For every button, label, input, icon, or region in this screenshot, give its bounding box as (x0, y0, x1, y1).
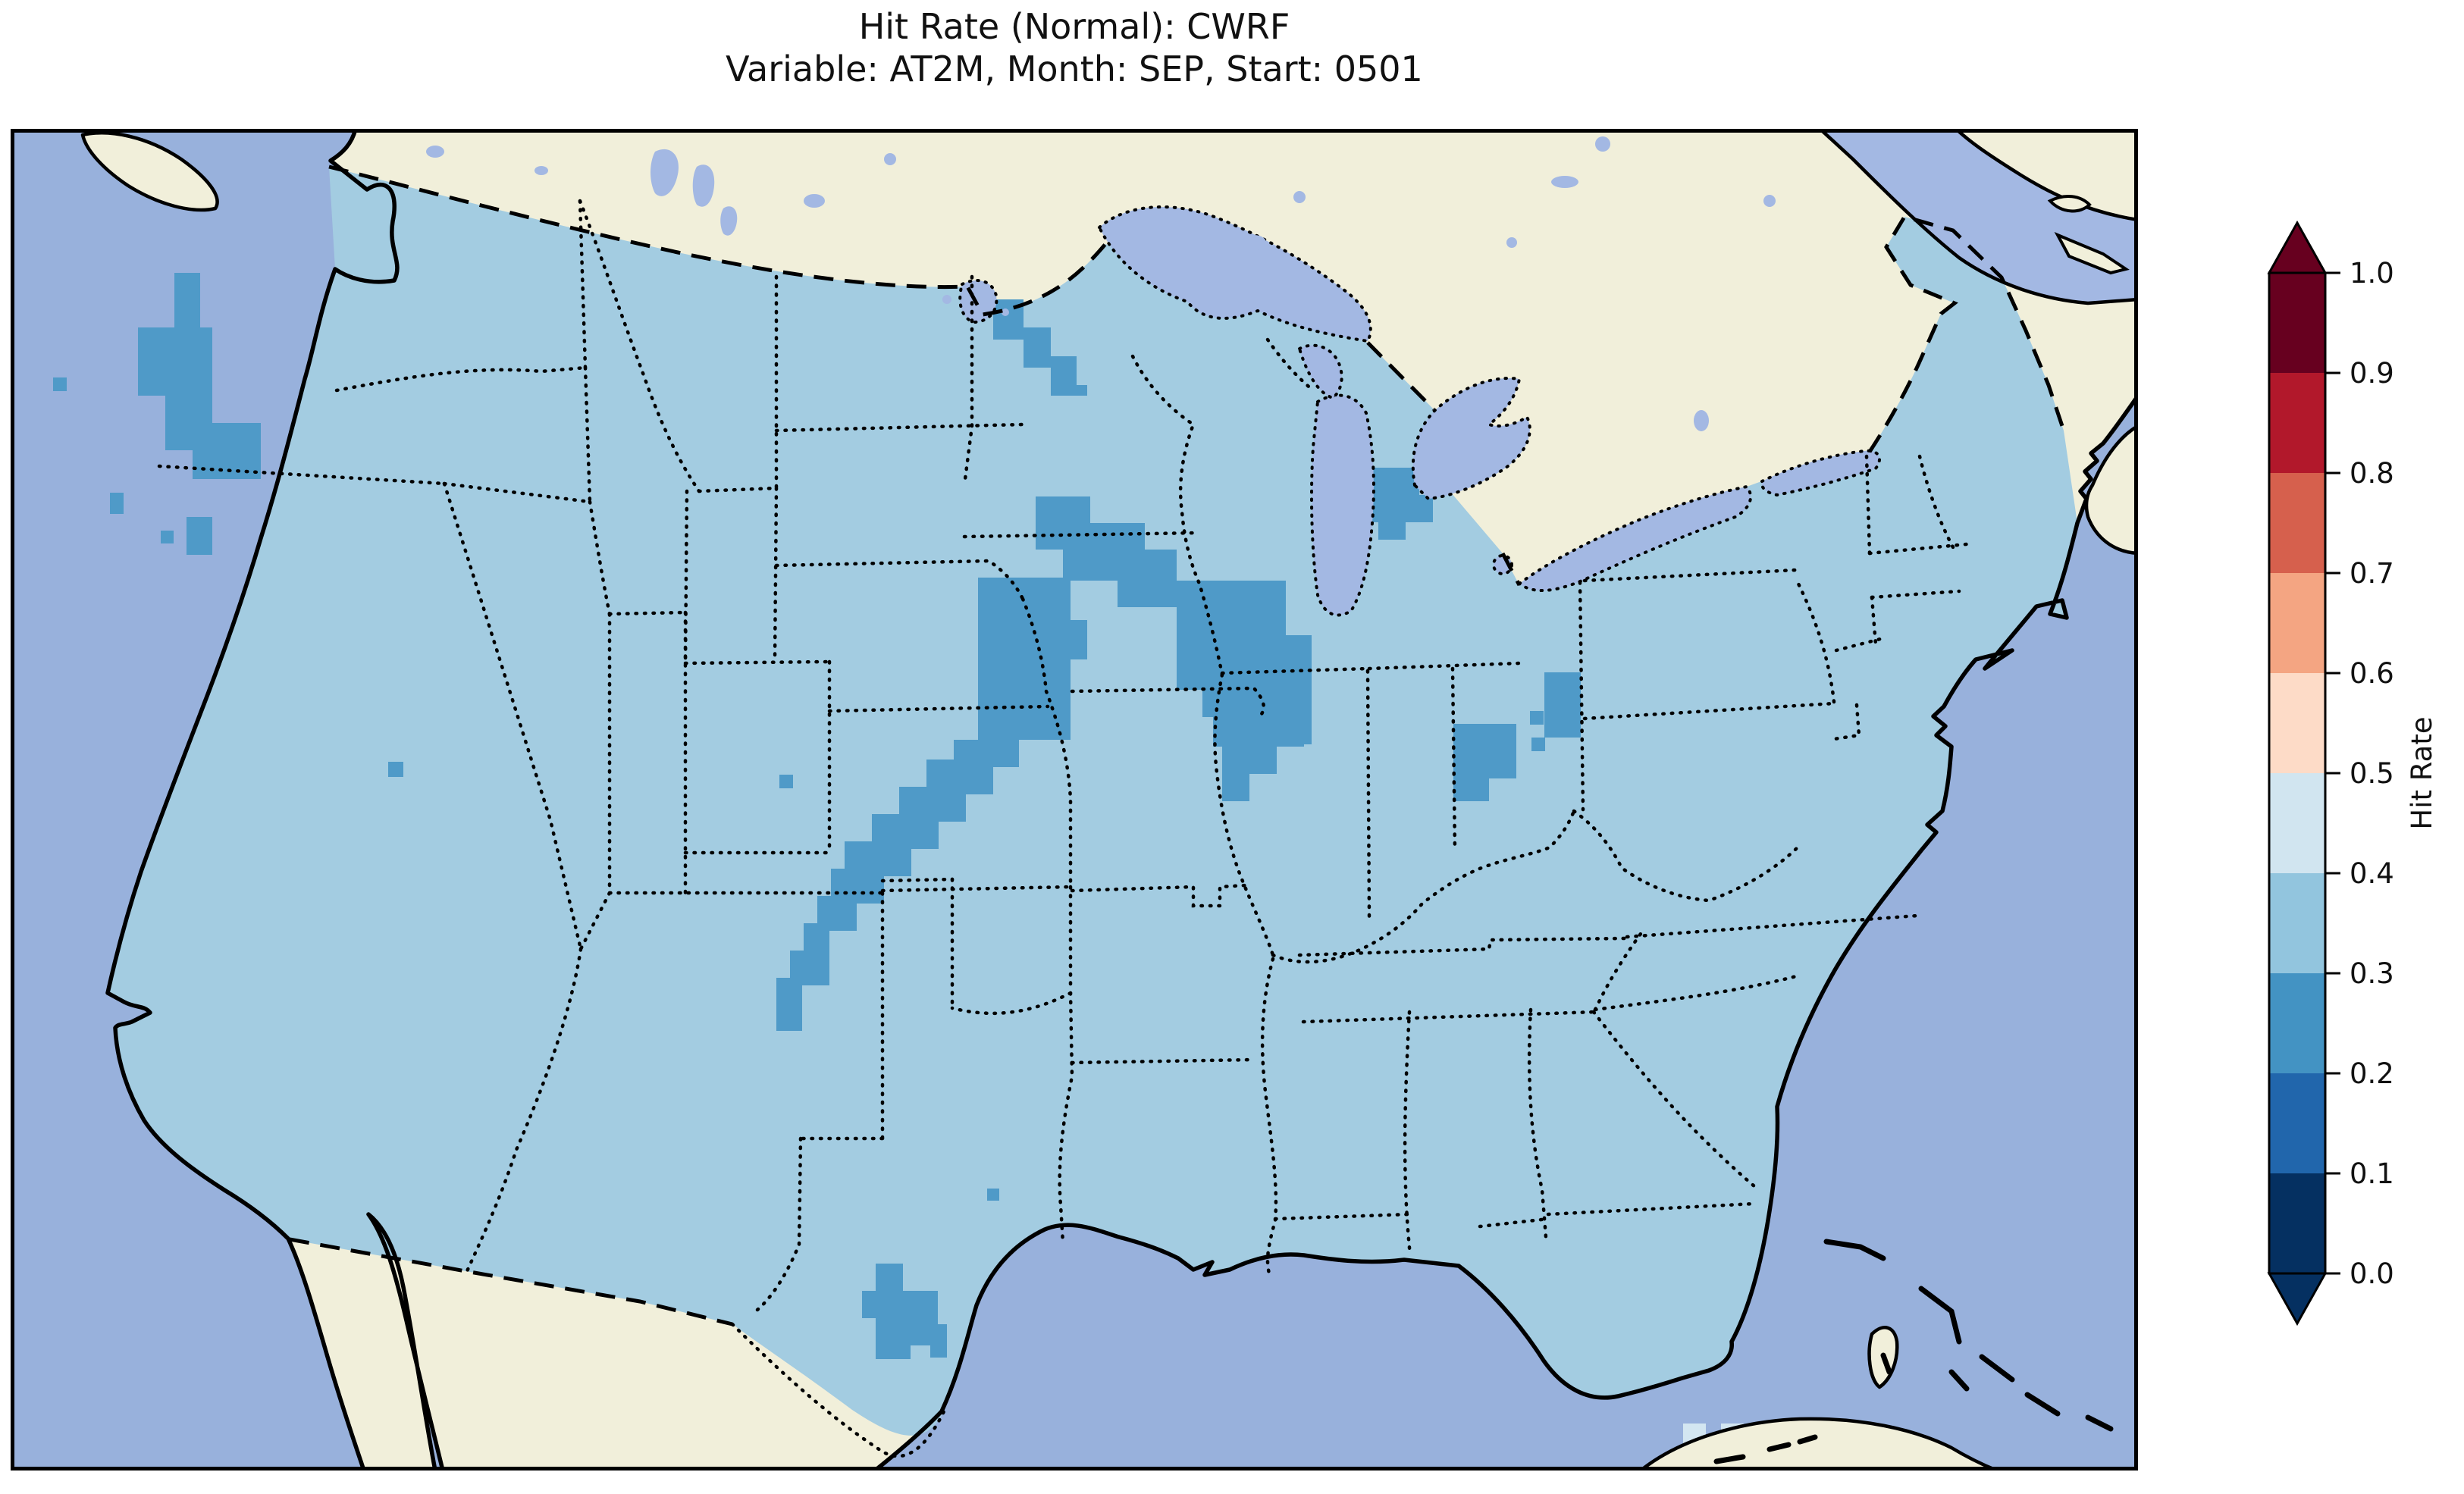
colorbar-tick-label: 0.5 (2350, 757, 2394, 790)
colorbar-bin (2269, 873, 2325, 973)
colorbar-bin (2269, 673, 2325, 773)
colorbar-bin (2269, 473, 2325, 573)
lake-of-the-woods (958, 279, 998, 324)
hit-rate-patch (993, 299, 1087, 396)
hit-rate-patch (1213, 665, 1304, 801)
hit-rate-patch (862, 1189, 999, 1359)
colorbar-tick-label: 0.1 (2350, 1157, 2394, 1190)
hit-rate-patch (53, 377, 67, 391)
green-bay (1297, 343, 1343, 400)
gulf-st-lawrence-islands (2047, 195, 2130, 275)
colorbar-bin (2269, 973, 2325, 1073)
hit-rate-patch (110, 493, 212, 555)
map-frame (11, 129, 2138, 1471)
great-lakes (426, 136, 1900, 617)
lake-superior (1097, 205, 1372, 343)
hit-rate-patch (1453, 724, 1516, 801)
conus-map (11, 129, 2138, 1471)
colorbar-tick-label: 0.3 (2350, 957, 2394, 990)
lake-winnipeg-cluster (650, 149, 738, 236)
colorbar-tick-label: 0.0 (2350, 1258, 2394, 1290)
colorbar-bin (2269, 573, 2325, 673)
colorbar-tick-label: 0.6 (2350, 657, 2394, 690)
hit-rate-patch (776, 578, 1087, 1031)
colorbar-svg: 1.0 0.9 0.8 0.7 0.6 0.5 0.4 0.3 0.2 0.1 0.0 Hit Ra… (2267, 220, 2438, 1326)
colorbar: 1.0 0.9 0.8 0.7 0.6 0.5 0.4 0.3 0.2 0.1 0.0 Hit Ra… (2221, 0, 2464, 1494)
colorbar-bin (2269, 773, 2325, 873)
conus-hit-rate-base-field (108, 167, 2077, 1436)
colorbar-bin (2269, 1073, 2325, 1173)
small-canadian-lakes (426, 136, 1900, 431)
colorbar-segments (2267, 220, 2328, 1326)
lake-huron (1411, 377, 1531, 501)
colorbar-ticks: 1.0 0.9 0.8 0.7 0.6 0.5 0.4 0.3 0.2 0.1 0.0 (2325, 257, 2394, 1290)
colorbar-bin (2269, 273, 2325, 373)
lake-erie (1516, 484, 1752, 593)
colorbar-tick-label: 0.4 (2350, 857, 2394, 890)
colorbar-axis-label: Hit Rate (2406, 716, 2438, 829)
us-canada-border (328, 164, 1107, 317)
country-borders (289, 164, 2066, 1458)
hit-rate-patch (1530, 672, 1581, 751)
bahamas-cays (1713, 1239, 2114, 1464)
colorbar-tick-label: 0.2 (2350, 1057, 2394, 1090)
colorbar-bin (2269, 373, 2325, 473)
us-canada-border-east (1366, 215, 2066, 587)
caribbean-islands (1638, 1239, 2114, 1471)
nova-scotia (2084, 424, 2138, 556)
lake-ontario (1760, 449, 1881, 497)
colorbar-over-arrow (2267, 220, 2328, 274)
hit-rate-patch (138, 273, 261, 479)
state-borders (157, 199, 1969, 1312)
colorbar-under-arrow (2267, 1272, 2328, 1326)
colorbar-tick-label: 0.8 (2350, 457, 2394, 490)
colorbar-tick-label: 0.7 (2350, 557, 2394, 590)
figure-subtitle: Variable: AT2M, Month: SEP, Start: 0501 (726, 49, 1423, 89)
hit-rate-patch (388, 762, 403, 777)
map-axes (11, 129, 2138, 1471)
colorbar-bin (2269, 1173, 2325, 1273)
colorbar-tick-label: 0.9 (2350, 357, 2394, 390)
rio-grande-border (730, 1322, 947, 1458)
coastline (105, 129, 2138, 1471)
figure-title: Hit Rate (Normal): CWRF (858, 6, 1290, 47)
vancouver-island (80, 131, 219, 212)
hit-rate-anomaly-patches (53, 273, 1782, 1448)
colorbar-tick-label: 1.0 (2350, 257, 2394, 290)
lake-michigan (1310, 393, 1375, 617)
us-mexico-border (289, 1237, 733, 1326)
